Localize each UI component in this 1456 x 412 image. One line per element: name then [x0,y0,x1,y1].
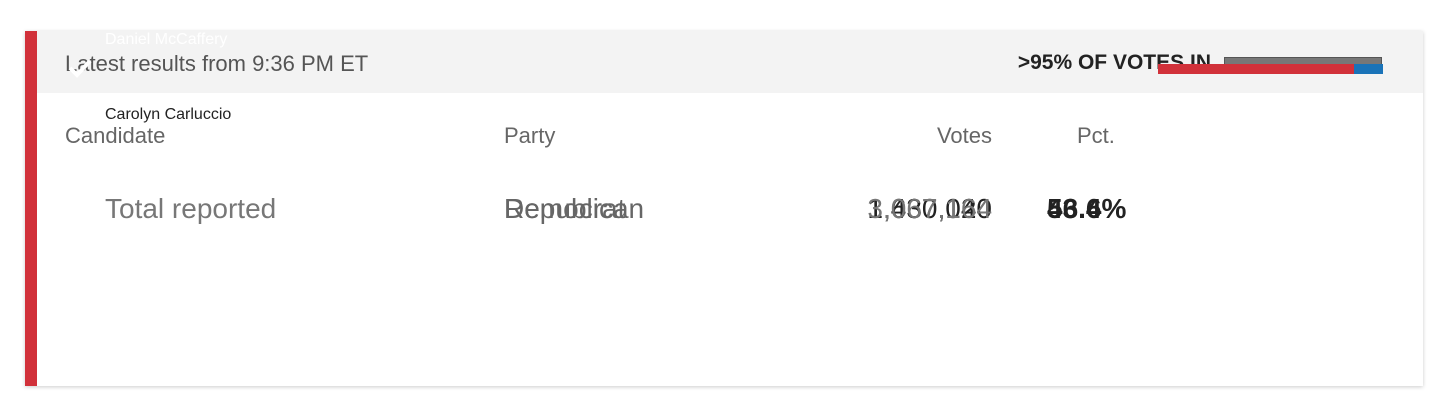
votes: 1,430,120 [867,192,992,224]
candidate-name: Carolyn Carluccio [105,106,232,123]
total-votes: 3,067,164 [867,192,992,224]
column-header: Candidate [65,123,166,148]
pct: 46.6 [1047,192,1102,224]
pct: 53.4% [1047,192,1127,224]
pct-bar [1158,63,1355,74]
results-card: Latest results from 9:36 PM ET >95% OF V… [25,31,1423,386]
party-marker [25,31,37,386]
column-header: Votes [936,123,992,148]
party: Republican [504,192,645,224]
column-header: Party [504,123,556,148]
candidate-row: Carolyn Carluccio Republican 1,430,120 46.6 [25,31,1423,386]
party: Democrat [504,192,626,224]
total-row: Total reported 3,067,164 [25,181,1423,256]
candidate-name: Daniel McCaffery [105,31,228,48]
updated-time: Latest results from 9:36 PM ET [65,51,369,76]
rows: Daniel McCaffery Democrat 1,637,044 53.4% Ca… [25,31,1423,386]
winner-check [68,59,92,78]
column-header: Pct. [1077,123,1115,148]
votes: 1,637,044 [867,192,992,224]
total-label: Total reported [105,192,277,224]
status-bar: Latest results from 9:36 PM ET >95% OF V… [25,31,1423,93]
